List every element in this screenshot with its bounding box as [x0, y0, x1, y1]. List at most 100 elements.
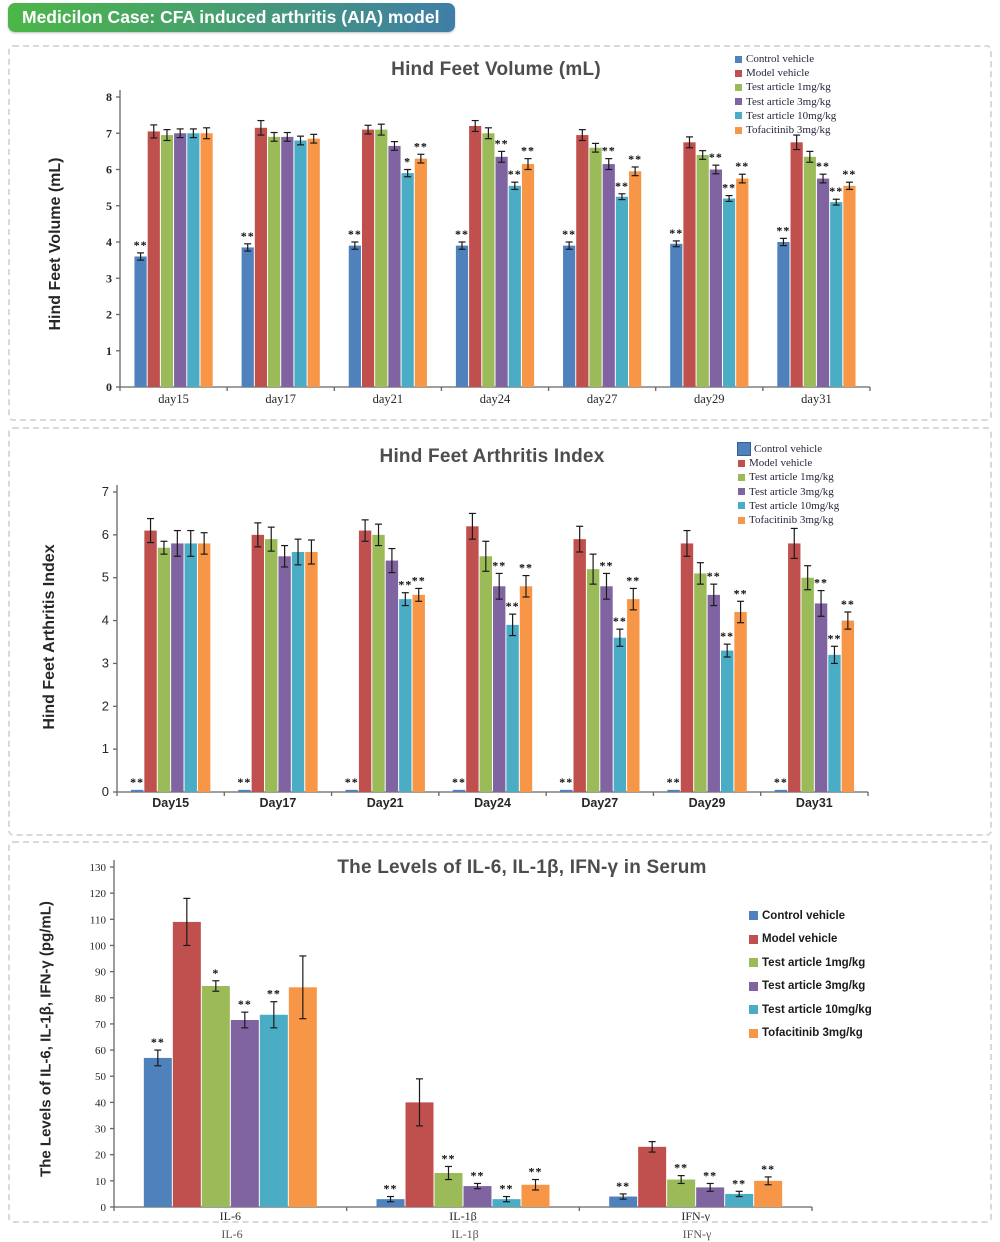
bar [627, 599, 640, 792]
bar [506, 624, 519, 792]
legend-entry: Test article 1mg/kg [738, 470, 839, 484]
legend-label: Test article 3mg/kg [749, 485, 834, 498]
bar [725, 1193, 754, 1207]
bar [241, 247, 254, 387]
legend-label: Test article 3mg/kg [762, 980, 866, 993]
bar [828, 654, 841, 792]
significance-marker: ** [348, 227, 362, 241]
bar [259, 1014, 288, 1207]
legend-entry: Test article 10mg/kg [738, 499, 839, 513]
chart-title: The Levels of IL-6, IL-1β, IFN-γ in Seru… [337, 857, 707, 878]
significance-marker: ** [241, 229, 255, 243]
significance-marker: ** [735, 159, 749, 173]
legend-entry: Test article 1mg/kg [749, 951, 872, 975]
y-tick-label: 80 [95, 993, 107, 1005]
legend-swatch [738, 473, 745, 481]
legend-swatch [749, 981, 758, 991]
significance-marker: ** [519, 561, 533, 575]
bar [160, 135, 174, 387]
x-category-label: Day21 [367, 796, 404, 810]
legend-label: Control vehicle [754, 443, 823, 456]
significance-marker: ** [814, 576, 828, 590]
bar [667, 1179, 696, 1207]
bar [455, 245, 469, 387]
y-tick-label: 2 [102, 698, 109, 713]
bar [707, 594, 720, 792]
bar [385, 560, 399, 792]
bar [722, 198, 736, 387]
bar [238, 789, 251, 792]
legend-label: Control vehicle [746, 53, 815, 66]
bar [200, 133, 213, 387]
significance-marker: ** [827, 631, 841, 645]
legend-label: Test article 1mg/kg [749, 471, 834, 484]
significance-marker: ** [345, 775, 359, 789]
y-tick-label: 0 [106, 380, 112, 394]
significance-marker: ** [442, 1151, 456, 1165]
significance-marker: ** [455, 227, 469, 241]
bar [576, 135, 589, 387]
bar [401, 173, 414, 387]
bar [130, 789, 144, 792]
bar [790, 142, 803, 387]
y-tick-label: 70 [95, 1019, 107, 1031]
x-category-label: Day29 [689, 796, 726, 810]
significance-marker: ** [615, 179, 629, 193]
legend-entry: Test article 10mg/kg [749, 998, 872, 1022]
bar [683, 142, 696, 387]
legend-swatch [749, 911, 758, 921]
legend-entry: Test article 3mg/kg [738, 485, 839, 499]
bar [519, 586, 533, 792]
bar [774, 789, 788, 792]
arthritis-index-chart: 0 1 2 3 4 5 6 7 Day15 Day17 Day21 Day24 Day27 Day29 Da… [102, 484, 869, 810]
significance-marker: ** [774, 775, 788, 789]
legend-label: Test article 10mg/kg [746, 109, 837, 122]
chart-panel-serum-levels: 0 10 20 30 40 50 60 70 80 90 100 110 120 130 IL-6 IL-1β… [8, 841, 992, 1223]
bar [615, 196, 629, 387]
y-tick-label: 20 [95, 1150, 107, 1162]
legend-label: Test article 1mg/kg [746, 81, 831, 94]
bar [144, 530, 157, 792]
bar [412, 594, 425, 792]
bar [157, 547, 171, 792]
significance-marker: ** [452, 775, 466, 789]
bar [814, 603, 828, 792]
bar [230, 1020, 259, 1207]
significance-marker: ** [816, 159, 830, 173]
bar [680, 543, 694, 792]
bar [613, 637, 627, 792]
bar [201, 986, 230, 1207]
legend-entry: Tofacitinib 3mg/kg [749, 1022, 872, 1046]
significance-marker: ** [669, 226, 683, 240]
significance-marker: ** [703, 1168, 717, 1182]
y-tick-label: 50 [95, 1071, 107, 1083]
x-category-label: Day15 [152, 796, 189, 810]
cropped-axis-label: IL-1β [451, 1227, 479, 1241]
bar [174, 133, 187, 387]
legend-swatch [735, 98, 742, 106]
bar [803, 156, 816, 387]
legend-swatch [738, 516, 745, 524]
y-tick-label: 6 [102, 527, 109, 542]
bar [134, 256, 147, 387]
bar [305, 552, 318, 792]
bar [345, 789, 358, 792]
bar [720, 650, 734, 792]
bar [670, 243, 683, 387]
legend-swatch [749, 958, 758, 968]
bar [466, 526, 479, 792]
significance-marker: ** [562, 227, 576, 241]
significance-marker: ** [384, 1182, 398, 1196]
chart-panel-arthritis-index: 0 1 2 3 4 5 6 7 Day15 Day17 Day21 Day24 Day27 Day29 Da… [8, 427, 992, 836]
legend: Control vehicle Model vehicle Test article… [737, 442, 839, 527]
bar [482, 133, 495, 387]
bar [602, 164, 615, 387]
bar [375, 129, 388, 387]
chart-title: Hind Feet Volume (mL) [391, 59, 601, 80]
legend-entry: Test article 1mg/kg [735, 80, 836, 94]
bar [667, 789, 680, 792]
y-tick-label: 4 [102, 613, 109, 628]
bar [609, 1196, 638, 1207]
bar [184, 543, 197, 792]
bar [843, 185, 856, 387]
